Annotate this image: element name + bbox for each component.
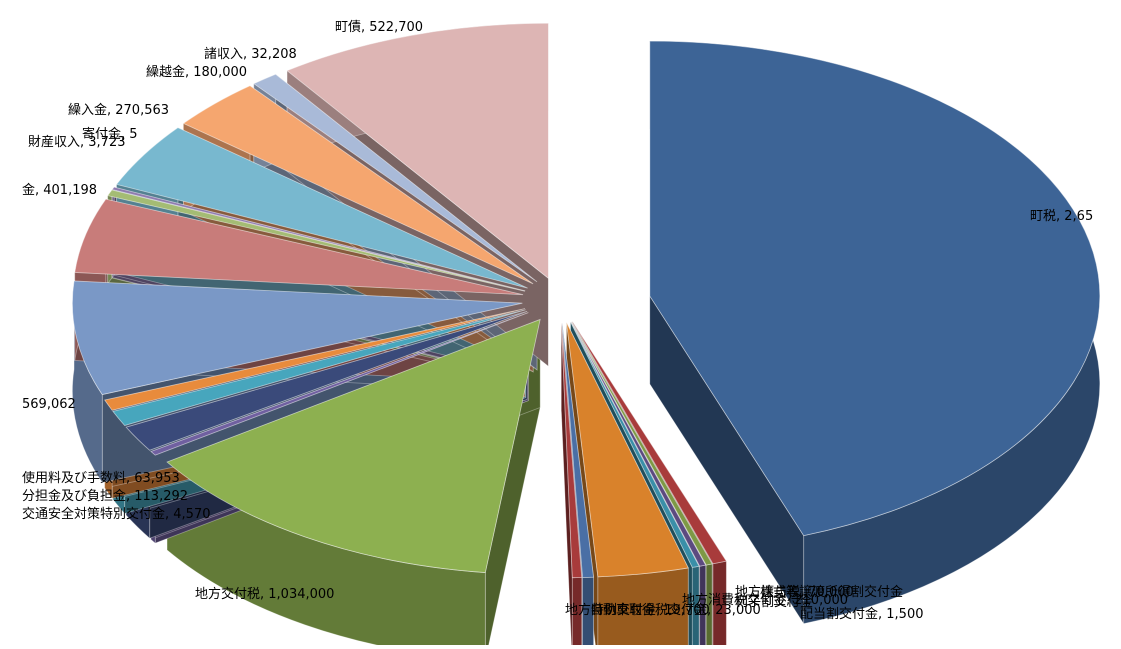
pie-slice-1	[572, 321, 727, 565]
pie-label-17: 繰入金, 270,563	[68, 102, 169, 118]
pie-slice-3	[570, 321, 707, 567]
pie-slice-13	[72, 280, 523, 396]
pie-slice-20	[286, 22, 549, 280]
pie-slice-4	[570, 321, 700, 568]
pie-slice-10	[125, 311, 528, 451]
pie-label-11: 使用料及び手数料, 63,953	[22, 470, 180, 486]
pie-label-18: 繰越金, 180,000	[146, 64, 247, 80]
pie-label-20: 町債, 522,700	[335, 20, 423, 35]
pie-label-6: 自動車取得税交付金, 23,000	[590, 602, 761, 618]
pie-slice-5	[566, 322, 689, 578]
pie-label-0: 町税, 2,65	[1030, 209, 1093, 224]
pie-label-19: 諸収入, 32,208	[204, 46, 297, 62]
pie-label-2: 利子割交付金	[735, 594, 813, 610]
pie-slice-17	[115, 127, 528, 289]
pie-label-10: 分担金及び負担金, 113,292	[22, 488, 188, 504]
pie-label-7: 地方特例交付金, 19,700	[565, 602, 710, 618]
pie-label-8: 地方交付税, 1,034,000	[195, 586, 334, 602]
pie-slice-9	[150, 312, 529, 456]
pie-slice-2	[571, 321, 713, 566]
pie-label-5: 地方消費税交付金, 210,000	[682, 592, 848, 608]
pie-slice-7	[560, 322, 583, 579]
pie-tops	[72, 22, 1101, 579]
pie-slice-15	[107, 189, 526, 292]
pie-label-1: 地方譲与税, 70,000	[735, 584, 854, 600]
pie-label-4: 株式等譲渡所得割交付金	[760, 584, 903, 600]
pie-label-9: 交通安全対策特別交付金, 4,570	[22, 506, 210, 522]
pie-label-14: 金, 401,198	[22, 182, 97, 198]
pie-label-16: 寄付金, 5	[82, 126, 138, 142]
pie-slice-0	[649, 40, 1101, 537]
pie-slice-12	[104, 308, 525, 411]
pie-slice-19	[253, 73, 538, 283]
pie-label-13: 569,062	[22, 397, 76, 412]
pie-slice-8	[166, 318, 541, 573]
pie-slice-11	[112, 309, 526, 426]
pie-label-3: 配当割交付金, 1,500	[800, 606, 923, 622]
pie-slice-6	[561, 322, 595, 578]
pie-label-15: 財産収入, 3,723	[28, 134, 125, 150]
pie-slice-16	[111, 186, 526, 292]
pie-slice-14	[74, 198, 524, 296]
pie-slice-18	[182, 85, 534, 285]
